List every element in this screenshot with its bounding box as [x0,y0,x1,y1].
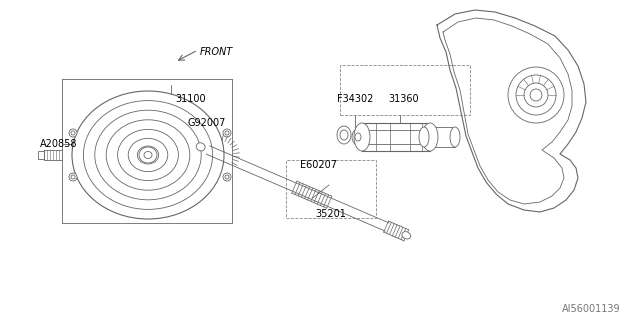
Bar [286,160,376,218]
Circle shape [223,129,231,137]
Ellipse shape [139,147,157,163]
Circle shape [225,175,229,179]
Circle shape [225,131,229,135]
Text: 31360: 31360 [388,94,419,104]
Ellipse shape [450,127,460,147]
Circle shape [71,131,75,135]
Ellipse shape [144,151,152,158]
Text: F34302: F34302 [337,94,373,104]
Text: G92007: G92007 [188,118,227,128]
Ellipse shape [402,232,411,239]
Circle shape [530,89,542,101]
Text: AI56001139: AI56001139 [562,304,621,314]
Ellipse shape [355,133,361,141]
Text: 31100: 31100 [175,94,205,104]
Circle shape [508,67,564,123]
Ellipse shape [340,130,348,140]
Text: A20858: A20858 [40,139,77,149]
Ellipse shape [72,91,224,219]
Bar [44,150,62,160]
Bar [340,65,470,115]
Text: FRONT: FRONT [200,47,233,57]
Ellipse shape [352,129,364,145]
Circle shape [69,173,77,181]
Ellipse shape [354,123,370,151]
Bar [38,151,44,159]
Ellipse shape [337,126,351,144]
Ellipse shape [419,127,429,147]
Circle shape [524,83,548,107]
Text: E60207: E60207 [300,160,337,170]
Ellipse shape [196,143,205,151]
Circle shape [516,75,556,115]
Circle shape [71,175,75,179]
Circle shape [223,173,231,181]
Ellipse shape [422,123,438,151]
Circle shape [69,129,77,137]
Text: 35201: 35201 [315,209,346,219]
